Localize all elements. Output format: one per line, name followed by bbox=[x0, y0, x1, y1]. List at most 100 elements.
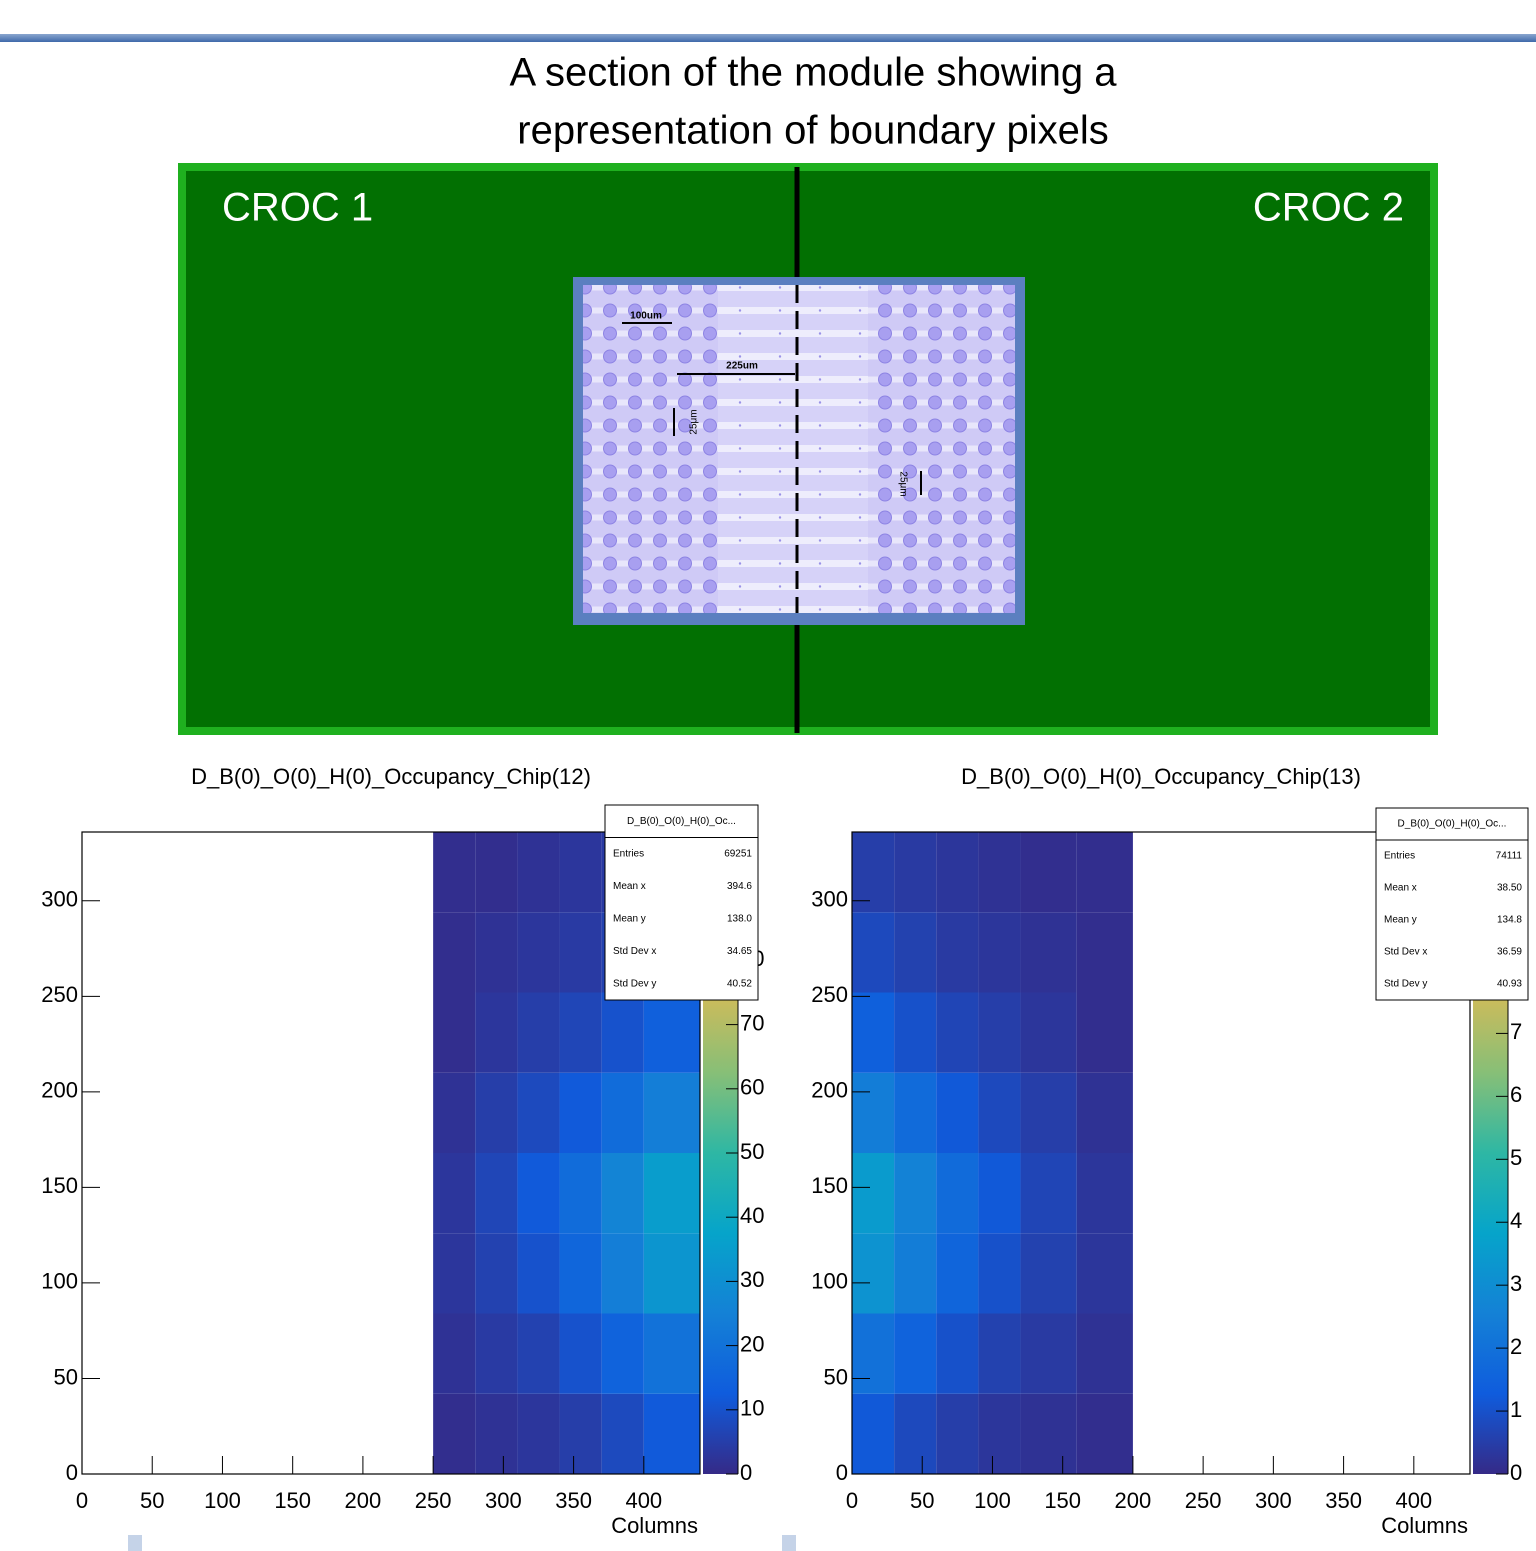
colorbar-tick-label: 4 bbox=[1510, 1208, 1522, 1233]
heatmap-cell bbox=[978, 1393, 1021, 1474]
stats-label: Std Dev y bbox=[1384, 979, 1427, 990]
slide-title: representation of boundary pixels bbox=[517, 109, 1108, 153]
x-tick-label: 250 bbox=[1185, 1488, 1222, 1513]
colorbar-tick-label: 3 bbox=[1510, 1271, 1522, 1296]
colorbar-tick-label: 50 bbox=[740, 1139, 764, 1164]
heatmap-cell bbox=[559, 1233, 602, 1314]
heatmap-cell bbox=[601, 992, 644, 1073]
heatmap-cell bbox=[559, 912, 602, 993]
stats-title: D_B(0)_O(0)_H(0)_Oc... bbox=[1398, 819, 1507, 830]
heatmap-cell bbox=[1076, 1233, 1133, 1314]
x-tick-label: 400 bbox=[625, 1488, 662, 1513]
heatmap-cell bbox=[601, 1233, 644, 1314]
stats-value: 38.50 bbox=[1497, 883, 1522, 894]
heatmap-cell bbox=[894, 1233, 937, 1314]
heatmap-cell bbox=[852, 1233, 895, 1314]
heatmap-cell bbox=[894, 1313, 937, 1394]
x-tick-label: 0 bbox=[846, 1488, 858, 1513]
x-tick-label: 150 bbox=[1044, 1488, 1081, 1513]
x-tick-label: 0 bbox=[76, 1488, 88, 1513]
heatmap-cell bbox=[936, 1393, 979, 1474]
heatmap-cell bbox=[517, 1393, 560, 1474]
heatmap-cell bbox=[936, 1313, 979, 1394]
slide-decoration bbox=[128, 1535, 142, 1551]
heatmap-cell bbox=[852, 1153, 895, 1234]
heatmap-cell bbox=[936, 1153, 979, 1234]
heatmap-cell bbox=[1076, 832, 1133, 913]
top-bar bbox=[0, 34, 1536, 42]
inset-label: 100um bbox=[630, 311, 662, 322]
x-tick-label: 50 bbox=[910, 1488, 934, 1513]
heatmap-cell bbox=[1076, 1313, 1133, 1394]
x-tick-label: 350 bbox=[1325, 1488, 1362, 1513]
heatmap-cell bbox=[1020, 832, 1077, 913]
stats-value: 69251 bbox=[724, 848, 752, 859]
colorbar-tick-label: 0 bbox=[1510, 1460, 1522, 1485]
y-tick-label: 0 bbox=[836, 1460, 848, 1485]
heatmap-cell bbox=[433, 832, 476, 913]
heatmap-cell bbox=[1076, 912, 1133, 993]
heatmap-cell bbox=[517, 832, 560, 913]
heatmap-cell bbox=[852, 1313, 895, 1394]
x-tick-label: 250 bbox=[415, 1488, 452, 1513]
heatmap-cell bbox=[894, 992, 937, 1073]
heatmap-cell bbox=[1020, 1072, 1077, 1153]
stats-value: 34.65 bbox=[727, 946, 752, 957]
heatmap-cell bbox=[894, 912, 937, 993]
heatmap-cell bbox=[475, 1233, 518, 1314]
colorbar-tick-label: 5 bbox=[1510, 1145, 1522, 1170]
inset-label: 25μm bbox=[689, 409, 700, 434]
stats-label: Mean y bbox=[1384, 915, 1417, 926]
heatmap-cell bbox=[1020, 1233, 1077, 1314]
chip-label: CROC 2 bbox=[1253, 186, 1404, 230]
stats-value: 40.93 bbox=[1497, 979, 1522, 990]
heatmap-cell bbox=[475, 832, 518, 913]
heatmap-cell bbox=[978, 1153, 1021, 1234]
heatmap-cell bbox=[936, 832, 979, 913]
heatmap-cell bbox=[643, 1393, 700, 1474]
heatmap-cell bbox=[475, 1313, 518, 1394]
y-tick-label: 250 bbox=[811, 982, 848, 1007]
y-tick-label: 0 bbox=[66, 1460, 78, 1485]
heatmap-cell bbox=[643, 1233, 700, 1314]
heatmap-cell bbox=[433, 1233, 476, 1314]
heatmap-cell bbox=[433, 912, 476, 993]
colorbar-tick-label: 6 bbox=[1510, 1082, 1522, 1107]
heatmap-cell bbox=[475, 1153, 518, 1234]
x-tick-label: 100 bbox=[974, 1488, 1011, 1513]
heatmap-cell bbox=[852, 1393, 895, 1474]
pixel-inset: 100um 225um 25μm 25μm bbox=[573, 277, 1025, 625]
x-tick-label: 150 bbox=[274, 1488, 311, 1513]
x-axis-label: Columns bbox=[1381, 1513, 1468, 1538]
stats-label: Entries bbox=[613, 848, 644, 859]
heatmap-cell bbox=[936, 992, 979, 1073]
y-tick-label: 100 bbox=[811, 1269, 848, 1294]
heatmap-cell bbox=[517, 912, 560, 993]
heatmap-cell bbox=[894, 832, 937, 913]
heatmap-cell bbox=[852, 832, 895, 913]
heatmap-cell bbox=[475, 1072, 518, 1153]
stats-label: Std Dev y bbox=[613, 978, 656, 989]
x-tick-label: 300 bbox=[1255, 1488, 1292, 1513]
heatmap-cell bbox=[517, 1313, 560, 1394]
heatmap-cell bbox=[1020, 1393, 1077, 1474]
heatmap-cell bbox=[475, 1393, 518, 1474]
y-tick-label: 200 bbox=[41, 1078, 78, 1103]
heatmap-cell bbox=[559, 1313, 602, 1394]
colorbar-tick-label: 60 bbox=[740, 1075, 764, 1100]
plot-frame bbox=[851, 831, 1471, 1475]
colorbar-tick-label: 7 bbox=[1510, 1019, 1522, 1044]
heatmap-cell bbox=[601, 1313, 644, 1394]
slide-decoration bbox=[782, 1535, 796, 1551]
x-tick-label: 300 bbox=[485, 1488, 522, 1513]
y-tick-label: 300 bbox=[41, 887, 78, 912]
slide-title: A section of the module showing a bbox=[509, 51, 1117, 95]
heatmap-cell bbox=[852, 912, 895, 993]
y-tick-label: 200 bbox=[811, 1078, 848, 1103]
heatmap-cell bbox=[559, 1153, 602, 1234]
colorbar-tick-label: 2 bbox=[1510, 1334, 1522, 1359]
heatmap-cell bbox=[894, 1153, 937, 1234]
heatmap-cell bbox=[978, 992, 1021, 1073]
plot-frame bbox=[81, 831, 701, 1475]
